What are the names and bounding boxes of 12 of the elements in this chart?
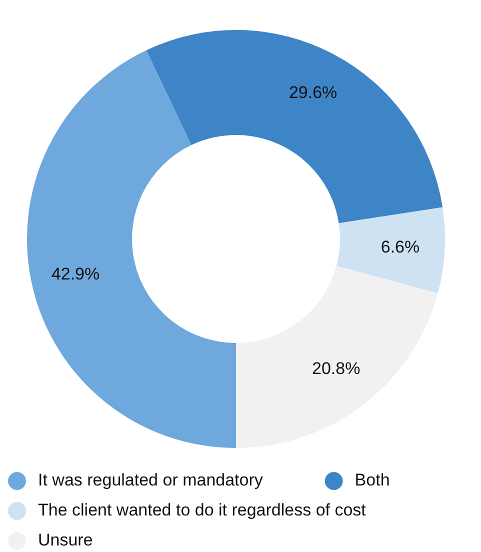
data-label: 6.6% bbox=[380, 238, 420, 257]
donut-slice bbox=[146, 30, 443, 224]
legend-label: Unsure bbox=[38, 530, 93, 550]
legend-label: Both bbox=[354, 470, 390, 490]
donut-slice bbox=[236, 266, 438, 448]
legend-label: The client wanted to do it regardless of cost bbox=[38, 500, 366, 520]
data-label: 29.6% bbox=[288, 83, 338, 102]
data-label: 20.8% bbox=[312, 359, 360, 378]
data-label: 42.9% bbox=[51, 264, 100, 284]
legend-label: It was regulated or mandatory bbox=[38, 470, 264, 490]
donut-slice bbox=[27, 50, 236, 448]
donut-slice bbox=[336, 207, 445, 294]
